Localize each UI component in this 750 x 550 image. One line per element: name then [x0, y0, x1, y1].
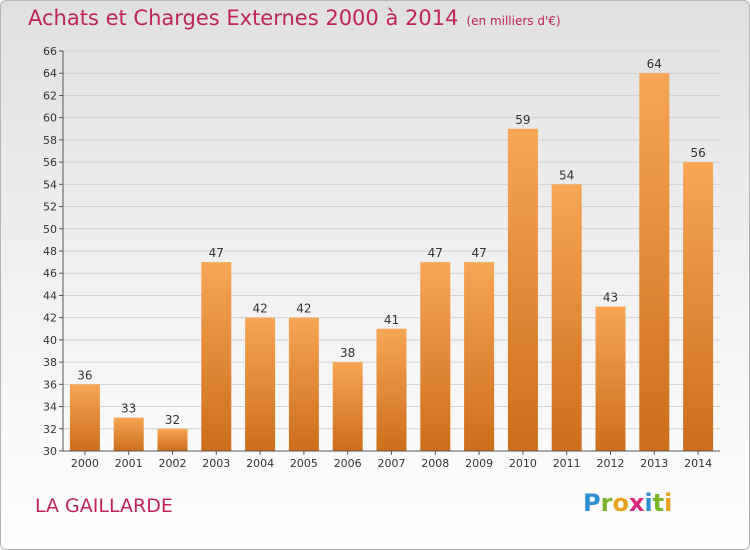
x-tick-label: 2006 [334, 457, 362, 470]
bar-2000 [69, 384, 100, 451]
data-label: 59 [515, 113, 530, 127]
chart-title: Achats et Charges Externes 2000 à 2014 (e… [28, 6, 561, 30]
data-label: 41 [384, 313, 399, 327]
y-tick-label: 60 [43, 112, 57, 125]
title-text: Achats et Charges Externes 2000 à 2014 [28, 6, 459, 30]
logo-letter: x [628, 489, 645, 517]
logo-letter: i [644, 489, 653, 517]
y-tick-label: 50 [43, 223, 57, 236]
data-label: 42 [296, 302, 311, 316]
bar-2005 [288, 317, 319, 451]
x-tick-label: 2012 [597, 457, 625, 470]
bar-2009 [464, 262, 495, 451]
y-tick-label: 36 [43, 378, 57, 391]
x-tick-label: 2008 [421, 457, 449, 470]
x-tick-label: 2014 [684, 457, 712, 470]
logo-letter: o [612, 489, 629, 517]
y-tick-label: 64 [43, 67, 57, 80]
bar-2008 [420, 262, 451, 451]
bar-2010 [507, 128, 538, 451]
proxiti-logo: Proxiti [583, 489, 672, 517]
bar-2014 [683, 162, 714, 451]
y-tick-label: 46 [43, 267, 57, 280]
x-tick-label: 2005 [290, 457, 318, 470]
logo-letter: t [652, 489, 665, 517]
data-label: 32 [165, 413, 180, 427]
axes: 30 32 34 36 38 40 42 44 46 48 50 52 54 56 58 60 62 64 66 20… [43, 45, 720, 470]
bar-2004 [245, 317, 276, 451]
data-label: 47 [428, 246, 443, 260]
data-label: 64 [647, 57, 662, 71]
logo-letter: P [583, 489, 601, 517]
y-tick-label: 34 [43, 401, 57, 414]
x-tick-label: 2007 [378, 457, 406, 470]
place-name: LA GAILLARDE [35, 495, 173, 517]
x-tick-label: 2009 [465, 457, 493, 470]
data-label: 47 [209, 246, 224, 260]
bar-2003 [201, 262, 232, 451]
bar-2006 [332, 362, 363, 451]
x-tick-label: 2011 [553, 457, 581, 470]
bar-2013 [639, 73, 670, 451]
y-tick-label: 52 [43, 201, 57, 214]
y-tick-label: 32 [43, 423, 57, 436]
y-tick-label: 54 [43, 178, 57, 191]
bar-2001 [113, 417, 144, 451]
y-tick-label: 42 [43, 312, 57, 325]
data-label: 38 [340, 346, 355, 360]
x-tick-label: 2010 [509, 457, 537, 470]
y-tick-label: 44 [43, 289, 57, 302]
data-label: 36 [77, 368, 92, 382]
y-tick-label: 30 [43, 445, 57, 458]
y-tick-label: 58 [43, 134, 57, 147]
y-tick-label: 48 [43, 245, 57, 258]
data-label: 43 [603, 291, 618, 305]
x-tick-label: 2003 [202, 457, 230, 470]
y-tick-label: 56 [43, 156, 57, 169]
x-tick-label: 2000 [71, 457, 99, 470]
bar-2011 [551, 184, 582, 452]
x-tick-label: 2004 [246, 457, 274, 470]
x-tick-label: 2013 [640, 457, 668, 470]
x-tick-label: 2001 [115, 457, 143, 470]
bars: 36 33 32 47 42 42 38 41 47 47 59 54 43 64 56 [69, 57, 714, 452]
y-tick-label: 66 [43, 45, 57, 58]
bar-2012 [595, 306, 626, 451]
y-tick-label: 40 [43, 334, 57, 347]
bar-2002 [157, 428, 188, 451]
data-label: 42 [252, 302, 267, 316]
bar-2007 [376, 328, 407, 451]
x-tick-label: 2002 [159, 457, 187, 470]
logo-letter: r [600, 489, 613, 517]
data-label: 33 [121, 402, 136, 416]
data-label: 54 [559, 168, 574, 182]
data-label: 47 [471, 246, 486, 260]
data-label: 56 [690, 146, 705, 160]
chart-subtitle: (en milliers d'€) [466, 14, 561, 28]
logo-letter: i [664, 489, 673, 517]
y-tick-label: 38 [43, 356, 57, 369]
y-tick-label: 62 [43, 89, 57, 102]
